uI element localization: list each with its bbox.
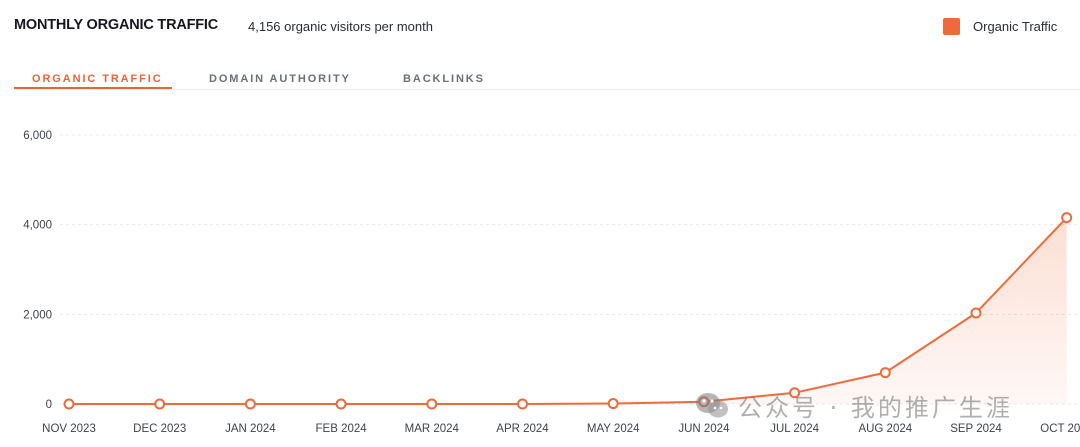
data-point[interactable] xyxy=(789,387,801,399)
x-tick-label: JUN 2024 xyxy=(678,423,730,435)
data-point[interactable] xyxy=(244,398,256,410)
x-tick-label: DEC 2023 xyxy=(133,423,186,435)
tab-organic-traffic[interactable]: ORGANIC TRAFFIC xyxy=(32,73,163,85)
x-tick-label: JAN 2024 xyxy=(225,423,276,435)
legend-label: Organic Traffic xyxy=(973,19,1058,34)
active-tab-indicator xyxy=(14,87,172,89)
chart-title: MONTHLY ORGANIC TRAFFIC xyxy=(14,17,219,33)
x-tick-label: SEP 2024 xyxy=(950,423,1002,435)
chart-legend: Organic Traffic xyxy=(943,18,1057,35)
x-tick-label: OCT 2024 xyxy=(1040,423,1080,435)
y-tick-label: 2,000 xyxy=(23,309,52,321)
x-tick-label: MAR 2024 xyxy=(405,423,460,435)
x-tick-label: AUG 2024 xyxy=(858,423,912,435)
data-point[interactable] xyxy=(517,398,528,410)
data-point[interactable] xyxy=(970,307,982,319)
data-point[interactable] xyxy=(1061,212,1073,224)
x-tick-label: JUL 2024 xyxy=(770,423,819,435)
x-tick-label: FEB 2024 xyxy=(316,423,368,435)
data-point[interactable] xyxy=(607,398,619,410)
visitors-summary: 4,156 organic visitors per month xyxy=(248,19,433,34)
legend-swatch xyxy=(943,18,960,35)
data-point[interactable] xyxy=(426,398,438,410)
x-tick-label: NOV 2023 xyxy=(42,423,96,435)
y-tick-label: 0 xyxy=(46,399,52,411)
wechat-icon xyxy=(696,392,728,417)
y-tick-label: 4,000 xyxy=(23,220,52,232)
series-area-organic-traffic xyxy=(613,217,1067,404)
data-point[interactable] xyxy=(335,398,347,410)
series-line-organic-traffic xyxy=(69,216,1068,405)
data-point[interactable] xyxy=(63,398,75,410)
data-point[interactable] xyxy=(154,398,166,410)
data-point[interactable] xyxy=(879,367,891,379)
metric-tabs: ORGANIC TRAFFIC DOMAIN AUTHORITY BACKLIN… xyxy=(14,66,1080,90)
watermark-text: 公众号 · 我的推广生涯 xyxy=(738,394,1013,422)
tab-backlinks[interactable]: BACKLINKS xyxy=(403,73,485,85)
x-tick-label: APR 2024 xyxy=(496,423,549,435)
tab-domain-authority[interactable]: DOMAIN AUTHORITY xyxy=(209,73,351,85)
x-tick-label: MAY 2024 xyxy=(587,423,640,435)
watermark: 公众号 · 我的推广生涯 xyxy=(694,388,1013,423)
y-tick-label: 6,000 xyxy=(23,130,52,142)
